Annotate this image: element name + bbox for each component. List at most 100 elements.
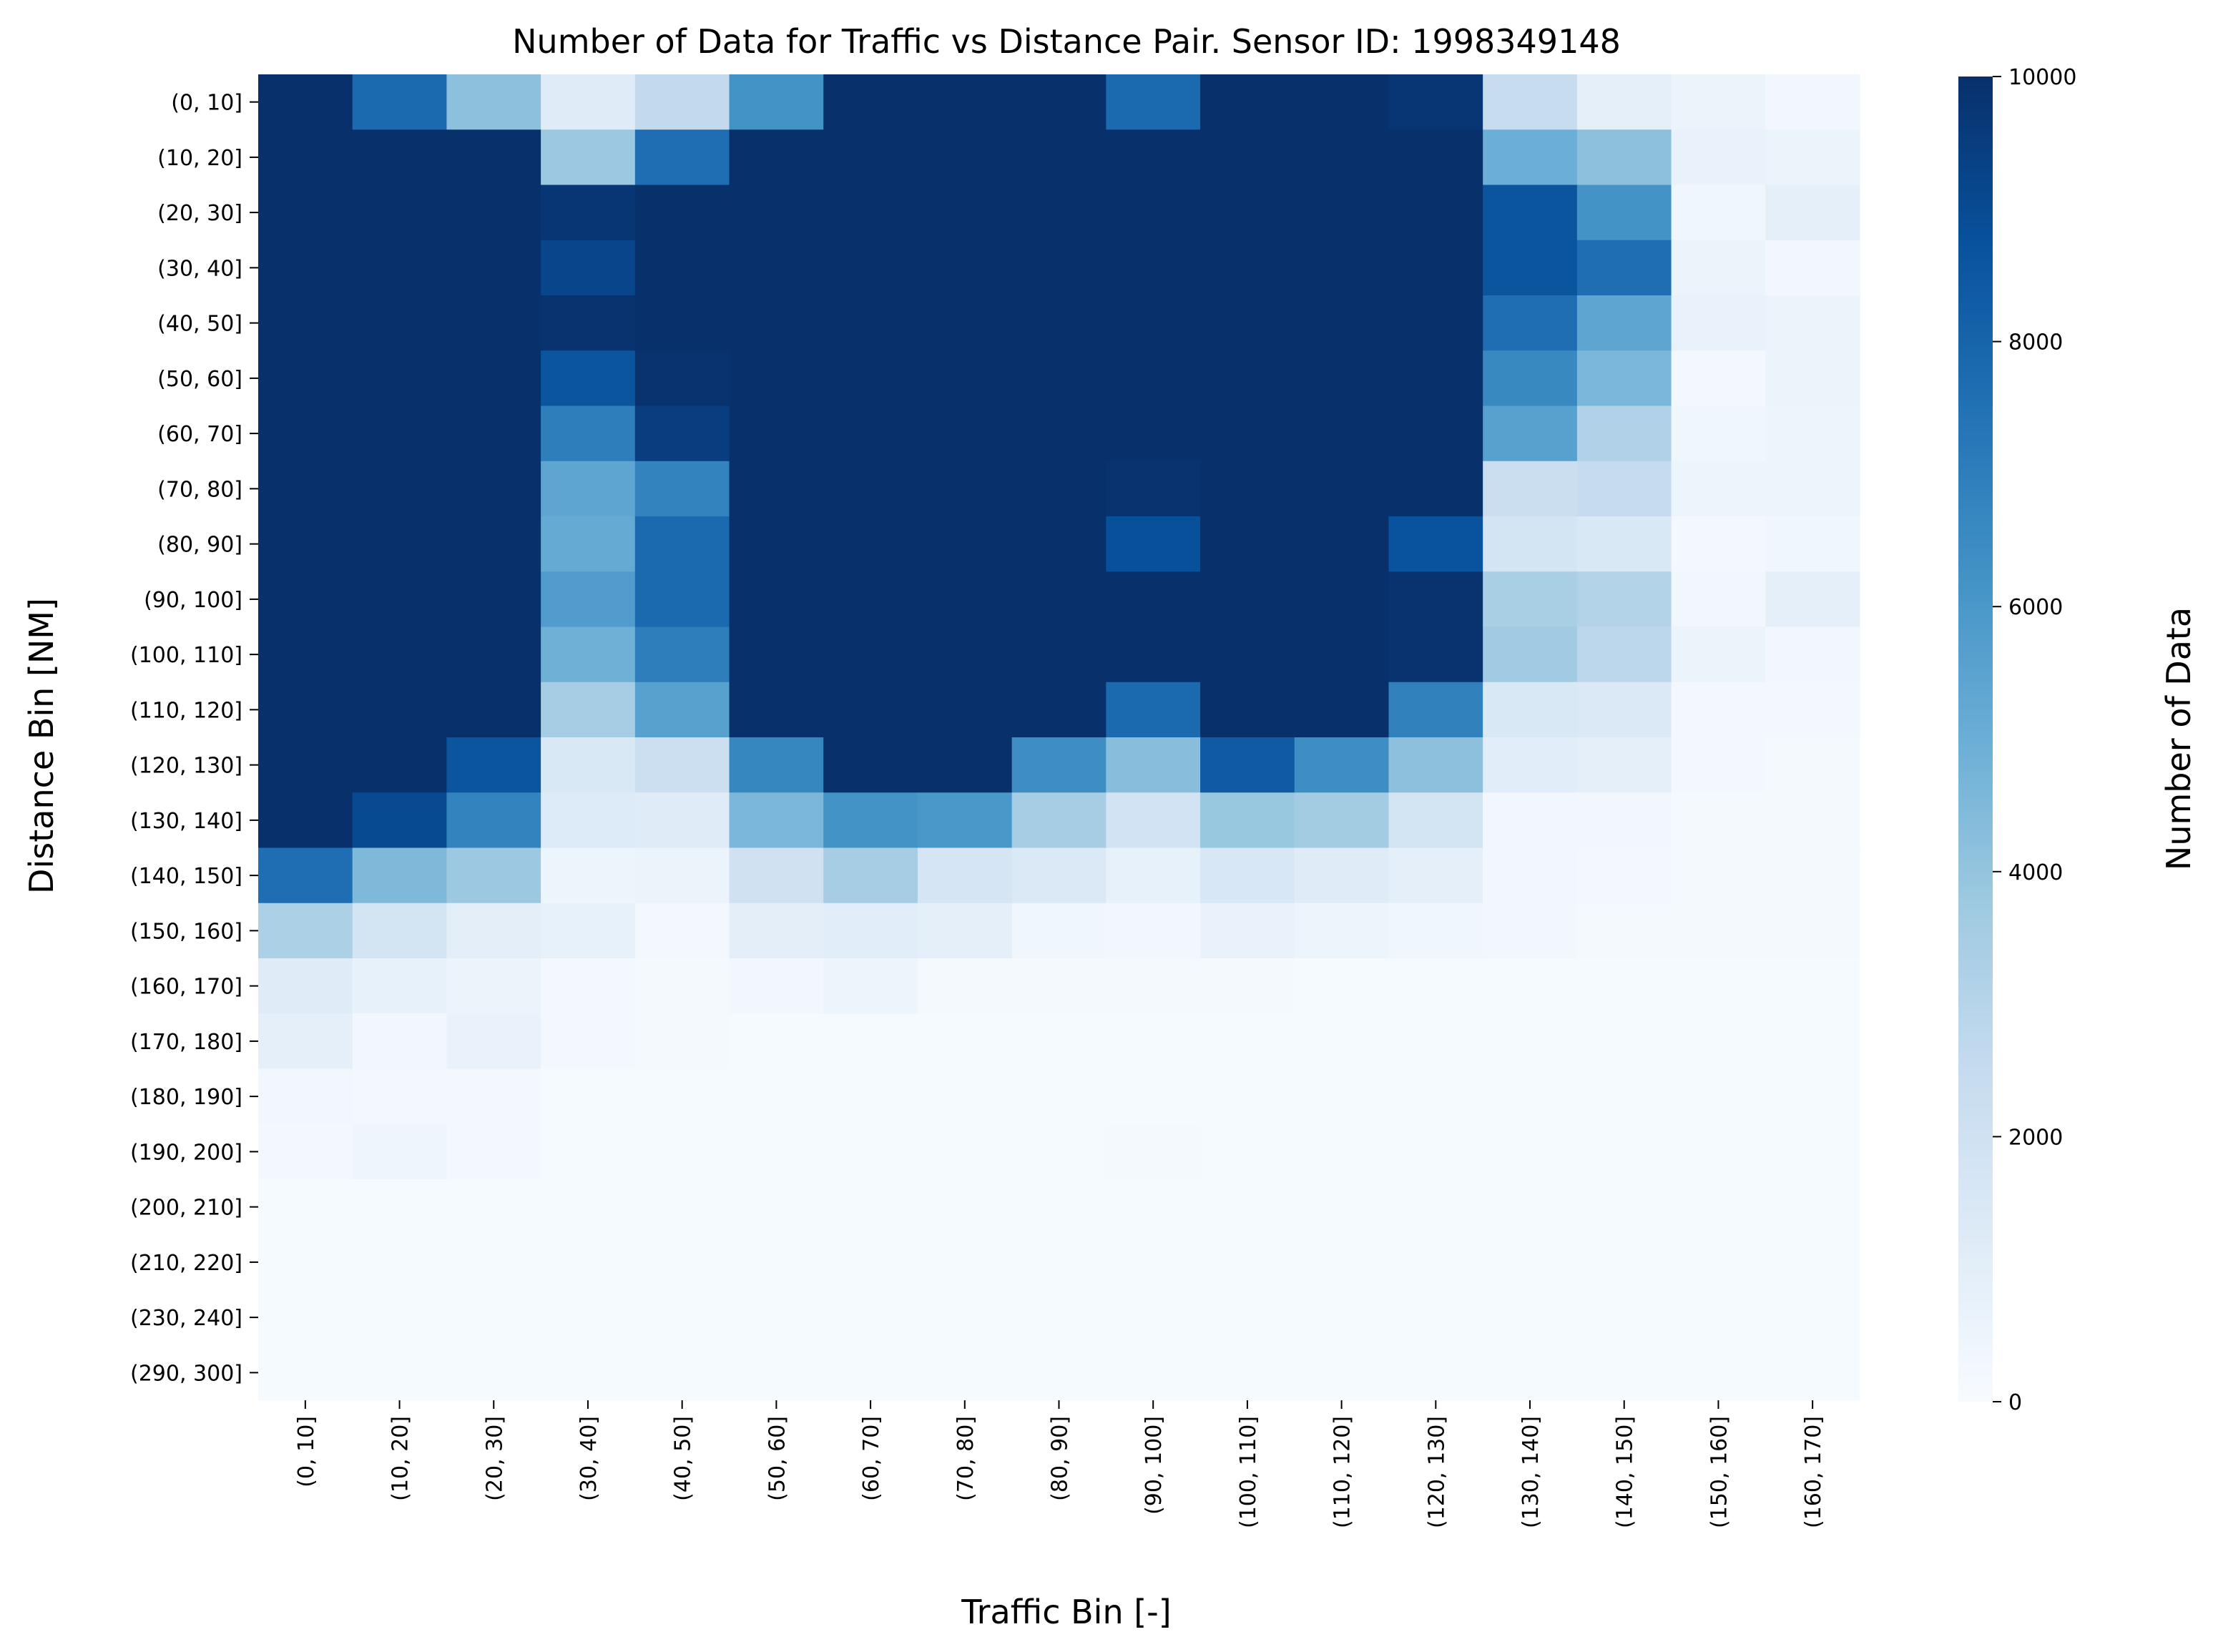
heatmap-cell <box>823 405 918 462</box>
chart-title: Number of Data for Traffic vs Distance P… <box>512 22 1621 61</box>
heatmap-cell <box>446 571 541 628</box>
heatmap-cell <box>1483 1179 1578 1235</box>
heatmap-cell <box>1294 350 1390 407</box>
heatmap-cell <box>258 571 353 628</box>
heatmap-cell <box>1671 1124 1766 1180</box>
heatmap-cell <box>1388 185 1483 241</box>
heatmap-cell <box>258 737 353 793</box>
heatmap-cell <box>446 1344 541 1401</box>
heatmap-cell <box>729 1013 824 1070</box>
heatmap-cell <box>1576 847 1672 904</box>
heatmap-cell <box>446 958 541 1014</box>
heatmap-cell <box>352 185 448 241</box>
heatmap-cell <box>258 129 353 186</box>
heatmap-cell <box>634 958 730 1014</box>
heatmap-cell <box>1200 737 1295 793</box>
heatmap-cell <box>1576 74 1672 130</box>
heatmap-cell <box>446 405 541 462</box>
heatmap-cell <box>917 1344 1013 1401</box>
heatmap-cell <box>729 295 824 351</box>
colorbar-tick-label: 10000 <box>2008 65 2076 90</box>
heatmap-cell <box>446 1234 541 1291</box>
heatmap-cell <box>823 1234 918 1291</box>
y-tick-label: (50, 60] <box>157 367 242 392</box>
heatmap-cell <box>1576 1013 1672 1070</box>
x-tick-label: (80, 90] <box>1048 1416 1073 1501</box>
heatmap-cell <box>1576 461 1672 517</box>
heatmap-cell <box>729 1289 824 1346</box>
heatmap-cell <box>541 626 636 683</box>
heatmap-cell <box>352 74 448 130</box>
heatmap-cell <box>1765 295 1860 351</box>
heatmap-cell <box>352 682 448 738</box>
heatmap-cell <box>917 129 1013 186</box>
heatmap-cell <box>1483 958 1578 1014</box>
x-tick-label: (20, 30] <box>482 1416 507 1501</box>
heatmap-cell <box>917 185 1013 241</box>
heatmap-cell <box>541 1124 636 1180</box>
heatmap-cell <box>1671 295 1766 351</box>
heatmap-cell <box>823 516 918 572</box>
heatmap-cell <box>1388 1344 1483 1401</box>
heatmap-cell <box>1671 1179 1766 1235</box>
heatmap-cell <box>1671 1013 1766 1070</box>
y-tick-label: (60, 70] <box>157 422 242 447</box>
y-tick-label: (0, 10] <box>171 91 242 116</box>
heatmap-cell <box>917 903 1013 959</box>
heatmap-cell <box>1388 1289 1483 1346</box>
heatmap-cell <box>823 1013 918 1070</box>
heatmap-cell <box>541 461 636 517</box>
heatmap-cell <box>1294 1289 1390 1346</box>
colorbar-tick-label: 8000 <box>2008 330 2063 355</box>
heatmap-cell <box>1483 1289 1578 1346</box>
heatmap-cell <box>729 461 824 517</box>
heatmap-cell <box>1200 626 1295 683</box>
heatmap-cell <box>823 792 918 849</box>
heatmap-cell <box>541 129 636 186</box>
heatmap-cell <box>729 74 824 130</box>
heatmap-cell <box>1388 74 1483 130</box>
heatmap-cell <box>352 1124 448 1180</box>
heatmap-cell <box>1576 682 1672 738</box>
heatmap-cell <box>634 185 730 241</box>
heatmap-cell <box>1011 847 1106 904</box>
y-tick-label: (190, 200] <box>130 1140 242 1165</box>
colorbar-tick-label: 4000 <box>2008 860 2063 885</box>
heatmap-cell <box>258 626 353 683</box>
heatmap-cell <box>1294 516 1390 572</box>
heatmap-cell <box>1671 682 1766 738</box>
heatmap-cell <box>1294 847 1390 904</box>
heatmap-cell <box>541 1013 636 1070</box>
heatmap-cell <box>1388 682 1483 738</box>
heatmap-cell <box>1576 405 1672 462</box>
y-tick-label: (120, 130] <box>130 754 242 779</box>
heatmap-cell <box>1388 405 1483 462</box>
heatmap-cell <box>1483 405 1578 462</box>
heatmap-cell <box>729 185 824 241</box>
heatmap-cell <box>352 626 448 683</box>
y-tick-label: (20, 30] <box>157 201 242 226</box>
heatmap-cell <box>1576 1179 1672 1235</box>
x-tick-label: (120, 130] <box>1424 1416 1449 1528</box>
heatmap-cell <box>1294 240 1390 296</box>
heatmap-cell <box>1388 1234 1483 1291</box>
heatmap-cell <box>1765 571 1860 628</box>
heatmap-cell <box>729 1068 824 1125</box>
y-tick-label: (290, 300] <box>130 1361 242 1386</box>
heatmap-cell <box>917 1068 1013 1125</box>
heatmap-cell <box>917 350 1013 407</box>
heatmap-cell <box>917 1234 1013 1291</box>
heatmap-cell <box>823 240 918 296</box>
heatmap-cell <box>729 405 824 462</box>
heatmap-cell <box>1294 1068 1390 1125</box>
heatmap-cell <box>352 847 448 904</box>
heatmap-cell <box>1671 903 1766 959</box>
heatmap-cell <box>634 1179 730 1235</box>
heatmap-cell <box>1106 1234 1201 1291</box>
y-tick-label: (150, 160] <box>130 919 242 944</box>
heatmap-cell <box>1576 1068 1672 1125</box>
heatmap-cell <box>258 1344 353 1401</box>
heatmap-cell <box>541 1068 636 1125</box>
heatmap-cell <box>1765 350 1860 407</box>
heatmap-cell <box>258 405 353 462</box>
